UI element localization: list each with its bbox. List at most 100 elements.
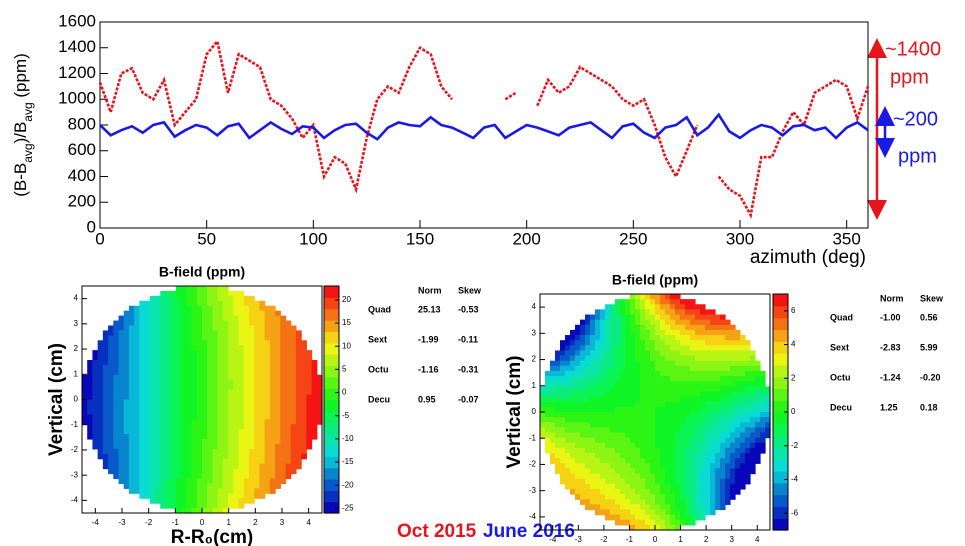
contour-cell <box>705 314 711 321</box>
contour-cell <box>128 350 135 356</box>
contour-cell <box>595 422 601 428</box>
contour-cell <box>175 374 182 381</box>
contour-cell <box>186 424 193 430</box>
contour-cell <box>212 434 219 440</box>
contour-cell <box>207 404 214 410</box>
contour-cell <box>570 453 576 459</box>
contour-cell <box>620 335 626 341</box>
contour-cell <box>620 304 626 310</box>
contour-cell <box>635 437 641 444</box>
colorbar-cell <box>773 353 788 360</box>
contour-cell <box>259 394 266 401</box>
contour-cell <box>555 401 561 408</box>
contour-cell <box>97 394 104 401</box>
y-tick-label: 1200 <box>58 63 96 82</box>
contour-cell <box>575 442 581 449</box>
contour-cell <box>570 401 576 408</box>
y-axis-label-part: (B-B <box>11 163 30 197</box>
contour-cell <box>650 396 656 403</box>
contour-cell <box>113 434 120 440</box>
contour-cell <box>170 478 177 484</box>
contour-cell <box>306 389 313 396</box>
contour-cell <box>690 401 696 408</box>
contour-cell <box>675 427 681 434</box>
contour-cell <box>134 355 140 361</box>
contour-cell <box>222 429 229 435</box>
contour-cell <box>175 424 182 430</box>
contour-cell <box>264 389 271 396</box>
contour-cell <box>590 365 596 372</box>
contour-cell <box>540 406 546 413</box>
contour-cell <box>660 370 666 377</box>
contour-cell <box>196 345 203 351</box>
contour-cell <box>181 374 187 381</box>
contour-cell <box>675 442 681 449</box>
contour-cell <box>615 458 621 464</box>
contour-cell <box>735 386 741 393</box>
contour-cell <box>595 324 601 331</box>
contour-cell <box>695 309 701 316</box>
contour-cell <box>570 350 576 357</box>
contour-cell <box>665 427 671 434</box>
contour-cell <box>690 376 696 382</box>
contour-cell <box>640 314 646 321</box>
contour-cell <box>280 330 287 336</box>
contour-cell <box>730 401 736 408</box>
contour-cell <box>295 355 302 361</box>
contour-cell <box>565 350 571 357</box>
contour-cell <box>165 429 172 435</box>
contour-cell <box>92 399 99 406</box>
contour-cell <box>650 524 656 531</box>
contour-cell <box>186 355 193 361</box>
contour-cell <box>264 429 271 435</box>
contour-cell <box>207 478 214 484</box>
contour-cell <box>217 394 224 401</box>
contour-cell <box>670 365 676 372</box>
contour-cell <box>306 369 313 376</box>
contour-cell <box>212 414 219 420</box>
table-row-label: Octu <box>830 372 851 382</box>
contour-cell <box>550 370 556 377</box>
colorbar-cell <box>324 433 339 440</box>
contour-cell <box>175 404 182 410</box>
contour-cell <box>755 432 761 439</box>
contour-cell <box>254 320 260 327</box>
contour-cell <box>191 340 198 346</box>
contour-cell <box>715 391 721 398</box>
contour-cell <box>600 314 606 321</box>
contour-cell <box>710 360 716 367</box>
contour-cell <box>625 401 631 408</box>
contour-cell <box>585 355 591 362</box>
contour-cell <box>715 345 721 352</box>
contour-cell <box>97 434 104 440</box>
contour-cell <box>191 286 198 292</box>
contour-cell <box>238 305 245 312</box>
contour-cell <box>565 463 571 470</box>
contour-cell <box>238 399 245 406</box>
contour-cell <box>595 432 601 439</box>
contour-cell <box>690 488 696 495</box>
contour-cell <box>640 381 646 387</box>
contour-cell <box>275 478 281 484</box>
contour-cell <box>670 304 676 310</box>
contour-cell <box>311 429 318 435</box>
contour-cell <box>620 314 626 321</box>
contour-cell <box>149 310 156 317</box>
contour-cell <box>128 448 135 455</box>
contour-cell <box>170 409 177 415</box>
contour-cell <box>655 401 661 408</box>
contour-cell <box>560 340 566 346</box>
contour-cell <box>254 369 260 376</box>
contour-cell <box>144 335 151 341</box>
contour-cell <box>595 391 601 398</box>
contour-cell <box>675 499 681 505</box>
contour-cell <box>280 468 287 475</box>
contour-cell <box>675 329 681 336</box>
contour-cell <box>238 345 245 351</box>
contour-cell <box>645 386 651 393</box>
contour-cell <box>640 386 646 393</box>
contour-cell <box>720 478 726 485</box>
contour-cell <box>233 419 240 425</box>
contour-cell <box>118 448 125 455</box>
contour-cell <box>285 320 292 327</box>
